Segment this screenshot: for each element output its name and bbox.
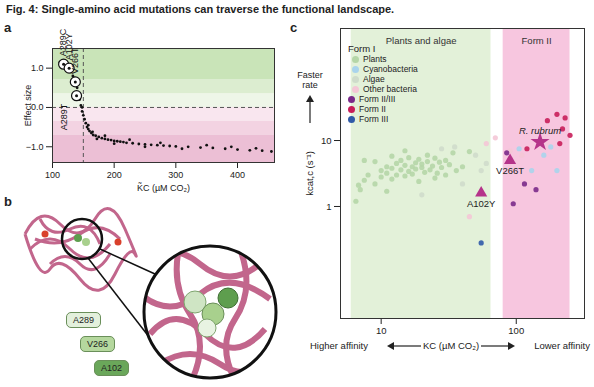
svg-text:200: 200 xyxy=(107,170,122,180)
html-text:Cyanobacteria: Cyanobacteria xyxy=(363,64,418,74)
svg-text:A102Y: A102Y xyxy=(467,198,496,209)
html-text:Other bacteria: Other bacteria xyxy=(363,84,417,94)
svg-text:Effect size: Effect size xyxy=(23,85,33,126)
html-text:Faster rate: Faster rate xyxy=(297,70,323,90)
html-text:A102: A102 xyxy=(101,363,122,373)
svg-text:V266T: V266T xyxy=(496,165,524,176)
html-text:Lower affinity: Lower affinity xyxy=(534,340,590,351)
svg-text:0.0: 0.0 xyxy=(31,102,44,113)
html-text:Fig. 4: Single-amino acid muta: Fig. 4: Single-amino acid mutations can … xyxy=(6,3,395,15)
svg-text:10: 10 xyxy=(376,325,387,336)
svg-text:K̃C (µM CO₂): K̃C (µM CO₂) xyxy=(137,182,190,192)
html-text:KC (µM CO₂): KC (µM CO₂) xyxy=(423,340,480,351)
html-text:a: a xyxy=(4,20,12,35)
svg-text:300: 300 xyxy=(168,170,183,180)
html-text:b: b xyxy=(4,194,12,209)
svg-text:kcat,c (s⁻¹): kcat,c (s⁻¹) xyxy=(304,151,315,196)
svg-text:V266T: V266T xyxy=(70,47,80,74)
svg-text:A289T: A289T xyxy=(59,103,69,130)
svg-text:A102Y: A102Y xyxy=(64,33,74,61)
html-text:Form III: Form III xyxy=(359,114,389,124)
svg-text:Plants and algae: Plants and algae xyxy=(386,35,457,46)
html-text:Higher affinity: Higher affinity xyxy=(310,340,368,351)
html-text:Plants: Plants xyxy=(363,54,387,64)
svg-text:10: 10 xyxy=(321,135,332,146)
html-text:Form I: Form I xyxy=(348,43,376,54)
svg-text:400: 400 xyxy=(230,170,245,180)
svg-text:100: 100 xyxy=(508,325,524,336)
html-text:c: c xyxy=(290,20,298,35)
html-text:Form II/III: Form II/III xyxy=(359,94,396,104)
svg-text:Form II: Form II xyxy=(522,35,552,46)
svg-text:1.0: 1.0 xyxy=(31,63,44,73)
svg-text:−1.0: −1.0 xyxy=(26,142,44,152)
svg-text:R. rubrum: R. rubrum xyxy=(519,125,561,136)
html-text:Algae: Algae xyxy=(363,74,385,84)
svg-text:100: 100 xyxy=(45,170,60,180)
html-text:V266: V266 xyxy=(87,339,108,349)
html-text:Form II: Form II xyxy=(359,104,386,114)
svg-text:1: 1 xyxy=(326,201,331,212)
html-text:A289: A289 xyxy=(73,315,94,325)
